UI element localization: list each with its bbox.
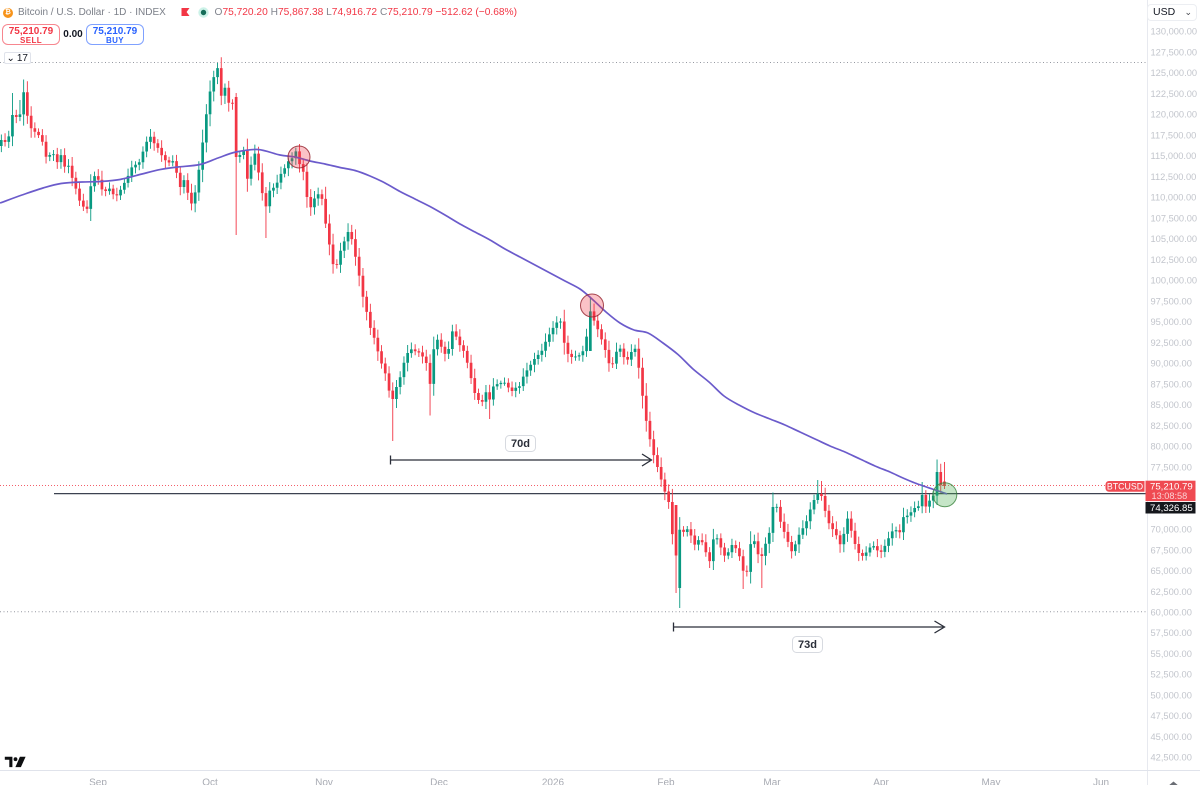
- svg-text:102,500.00: 102,500.00: [1151, 255, 1198, 265]
- svg-text:95,000.00: 95,000.00: [1151, 317, 1192, 327]
- svg-text:70d: 70d: [511, 438, 530, 450]
- svg-text:62,500.00: 62,500.00: [1151, 587, 1192, 597]
- svg-text:130,000.00: 130,000.00: [1151, 27, 1198, 37]
- svg-text:75,210.79: 75,210.79: [1150, 482, 1193, 493]
- svg-text:60,000.00: 60,000.00: [1151, 608, 1192, 618]
- svg-text:May: May: [982, 777, 1001, 785]
- svg-text:55,000.00: 55,000.00: [1151, 649, 1192, 659]
- svg-text:Apr: Apr: [873, 777, 889, 785]
- svg-text:74,326.85: 74,326.85: [1150, 503, 1193, 514]
- svg-text:50,000.00: 50,000.00: [1151, 691, 1192, 701]
- svg-text:Nov: Nov: [315, 777, 333, 785]
- svg-text:85,000.00: 85,000.00: [1151, 400, 1192, 410]
- svg-text:97,500.00: 97,500.00: [1151, 296, 1192, 306]
- svg-text:125,000.00: 125,000.00: [1151, 68, 1198, 78]
- svg-text:80,000.00: 80,000.00: [1151, 442, 1192, 452]
- svg-text:Feb: Feb: [657, 777, 675, 785]
- svg-text:47,500.00: 47,500.00: [1151, 711, 1192, 721]
- svg-text:65,000.00: 65,000.00: [1151, 566, 1192, 576]
- svg-text:Jun: Jun: [1093, 777, 1109, 785]
- svg-text:52,500.00: 52,500.00: [1151, 670, 1192, 680]
- svg-text:BTCUSD: BTCUSD: [1107, 481, 1143, 491]
- svg-text:Mar: Mar: [763, 777, 781, 785]
- svg-text:92,500.00: 92,500.00: [1151, 338, 1192, 348]
- svg-text:Oct: Oct: [202, 777, 218, 785]
- svg-text:67,500.00: 67,500.00: [1151, 545, 1192, 555]
- svg-text:45,000.00: 45,000.00: [1151, 732, 1192, 742]
- svg-text:127,500.00: 127,500.00: [1151, 48, 1198, 58]
- svg-text:77,500.00: 77,500.00: [1151, 462, 1192, 472]
- svg-text:13:08:58: 13:08:58: [1152, 491, 1188, 501]
- svg-text:Dec: Dec: [430, 777, 448, 785]
- svg-text:87,500.00: 87,500.00: [1151, 379, 1192, 389]
- svg-text:57,500.00: 57,500.00: [1151, 628, 1192, 638]
- svg-text:100,000.00: 100,000.00: [1151, 276, 1198, 286]
- svg-text:70,000.00: 70,000.00: [1151, 525, 1192, 535]
- svg-text:115,000.00: 115,000.00: [1151, 151, 1197, 161]
- svg-text:42,500.00: 42,500.00: [1151, 753, 1192, 763]
- svg-text:122,500.00: 122,500.00: [1151, 89, 1198, 99]
- svg-text:107,500.00: 107,500.00: [1151, 213, 1198, 223]
- svg-text:2026: 2026: [542, 777, 565, 785]
- svg-text:112,500.00: 112,500.00: [1151, 172, 1197, 182]
- svg-text:Sep: Sep: [89, 777, 107, 785]
- svg-text:82,500.00: 82,500.00: [1151, 421, 1192, 431]
- svg-text:105,000.00: 105,000.00: [1151, 234, 1198, 244]
- svg-text:120,000.00: 120,000.00: [1151, 110, 1198, 120]
- svg-text:90,000.00: 90,000.00: [1151, 359, 1192, 369]
- svg-text:73d: 73d: [798, 639, 817, 651]
- svg-text:117,500.00: 117,500.00: [1151, 130, 1197, 140]
- svg-text:110,000.00: 110,000.00: [1151, 193, 1197, 203]
